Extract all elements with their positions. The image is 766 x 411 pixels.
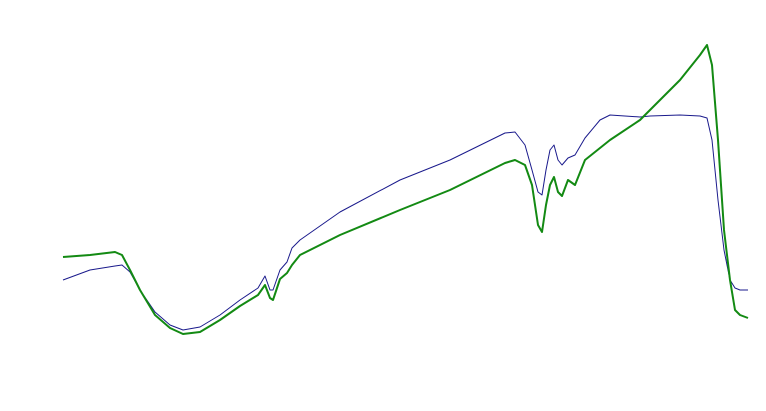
data-line: [62, 44, 749, 335]
data-line: [62, 114, 748, 331]
